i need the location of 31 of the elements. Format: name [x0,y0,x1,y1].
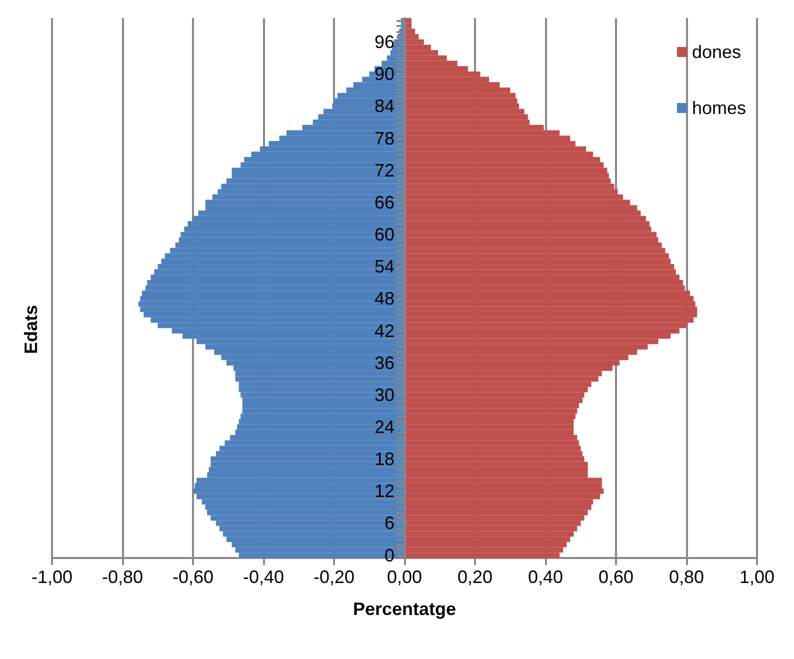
y-tick-label: 30 [374,384,394,405]
x-tick-label: 0,80 [668,567,704,587]
y-tick-label: 90 [374,64,394,84]
y-tick-label: 66 [374,192,394,212]
x-axis-title: Percentatge [352,599,456,619]
x-tick-label: -0,20 [313,567,355,587]
legend-label: dones [692,42,742,62]
x-tick-label: 0,20 [457,567,493,587]
x-tick-label: 0,00 [386,567,422,587]
y-tick-label: 72 [374,160,394,180]
y-tick-label: 24 [374,417,394,438]
y-tick-label: 54 [374,256,394,277]
x-tick-label: 0,40 [528,567,564,587]
x-tick-label: -1,00 [31,567,73,587]
legend-label: homes [692,98,746,118]
x-tick-label: -0,80 [102,567,144,587]
y-tick-label: 6 [384,513,394,534]
y-tick-label: 96 [374,32,394,52]
y-tick-label: 18 [374,449,394,470]
x-tick-label: 0,60 [598,567,634,587]
x-tick-label: -0,40 [242,567,284,587]
x-tick-label: -0,60 [172,567,214,587]
x-tick-label: 1,00 [739,567,775,587]
y-tick-label: 84 [374,96,394,116]
y-tick-label: 48 [374,288,394,309]
y-tick-label: 78 [374,128,394,148]
y-tick-label: 42 [374,320,394,341]
y-tick-label: 36 [374,352,394,373]
y-tick-label: 12 [374,481,394,502]
y-axis-title: Edats [21,304,41,354]
y-tick-label: 60 [374,224,394,245]
